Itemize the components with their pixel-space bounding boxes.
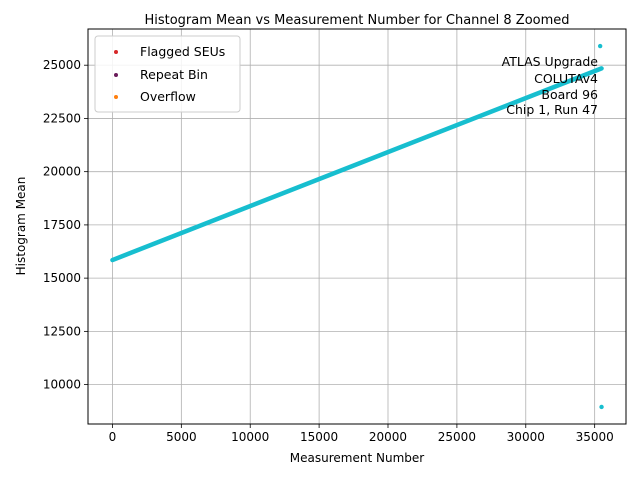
grid-layer [88, 29, 626, 424]
legend-marker-repeat-bin [114, 73, 118, 77]
x-tick-label: 25000 [438, 430, 476, 444]
y-tick-label: 17500 [43, 218, 81, 232]
legend-label-repeat-bin: Repeat Bin [140, 67, 208, 82]
legend-marker-overflow [114, 95, 118, 99]
x-tick-label: 5000 [166, 430, 197, 444]
data-point-outlier [597, 43, 603, 49]
y-tick-label: 12500 [43, 324, 81, 338]
x-tick-label: 20000 [369, 430, 407, 444]
legend-marker-flagged-seus [114, 50, 118, 54]
x-axis-label: Measurement Number [290, 451, 424, 465]
x-tick-label: 35000 [576, 430, 614, 444]
annotation-line-1: ATLAS Upgrade [502, 54, 599, 69]
chart-title: Histogram Mean vs Measurement Number for… [144, 13, 569, 28]
legend: Flagged SEUs Repeat Bin Overflow [94, 35, 241, 113]
y-tick-label: 25000 [43, 58, 81, 72]
x-tick-label: 10000 [231, 430, 269, 444]
plot-frame [87, 28, 627, 425]
data-layer [110, 43, 604, 410]
y-tick-label: 20000 [43, 165, 81, 179]
annotation-line-3: Board 96 [541, 87, 598, 102]
legend-label-flagged-seus: Flagged SEUs [140, 44, 225, 59]
x-tick-label: 0 [109, 430, 117, 444]
y-tick-label: 10000 [43, 378, 81, 392]
annotation-box: ATLAS Upgrade COLUTAv4 Board 96 Chip 1, … [502, 54, 599, 117]
data-series-band [110, 66, 604, 263]
annotation-line-2: COLUTAv4 [534, 71, 598, 86]
legend-label-overflow: Overflow [140, 89, 196, 104]
y-tick-label: 22500 [43, 111, 81, 125]
tick-layer: 0 5000 10000 15000 20000 25000 30000 35000 10000… [43, 58, 614, 444]
y-tick-label: 15000 [43, 271, 81, 285]
legend-frame [94, 35, 241, 113]
y-axis-label: Histogram Mean [14, 177, 28, 276]
data-point-outlier [599, 404, 604, 410]
x-tick-label: 15000 [300, 430, 338, 444]
x-tick-label: 30000 [507, 430, 545, 444]
annotation-line-4: Chip 1, Run 47 [506, 102, 598, 117]
